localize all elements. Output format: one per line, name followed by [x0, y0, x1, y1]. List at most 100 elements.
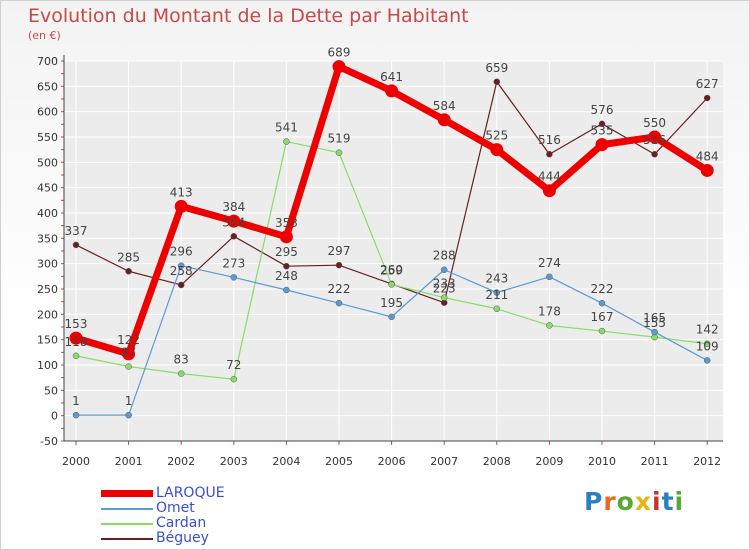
data-point-omet — [651, 328, 658, 336]
data-label-beguey: 295 — [275, 245, 298, 259]
data-point-cardan — [388, 281, 395, 288]
x-tick-label: 2012 — [693, 455, 721, 468]
legend-swatch — [101, 490, 153, 497]
data-point-cardan — [72, 352, 80, 360]
data-label-omet: 222 — [328, 282, 351, 296]
x-tick-label: 2010 — [588, 455, 616, 468]
data-label-beguey: 627 — [696, 77, 719, 91]
data-point-omet — [177, 262, 185, 269]
data-label-omet: 243 — [485, 272, 508, 286]
data-point-beguey — [651, 150, 658, 158]
data-label-laroque: 353 — [275, 216, 298, 230]
data-label-cardan: 259 — [380, 263, 403, 277]
data-point-beguey — [546, 150, 553, 158]
data-point-laroque — [595, 138, 609, 152]
data-label-omet: 1 — [72, 394, 80, 408]
legend-item-beguey: Béguey — [101, 530, 301, 546]
legend-swatch — [101, 538, 153, 540]
data-point-omet — [388, 313, 395, 321]
data-label-omet: 273 — [222, 256, 245, 270]
x-tick-label: 2011 — [641, 455, 669, 468]
data-point-cardan — [703, 340, 711, 347]
x-tick-label: 2008 — [483, 455, 511, 468]
data-label-laroque: 525 — [485, 129, 508, 143]
data-point-laroque — [437, 113, 451, 127]
data-label-beguey: 260 — [380, 263, 403, 277]
axis-layer: -50 0 50 100 150 200 250 300 350 400 450 500 550 600 6… — [37, 55, 723, 468]
data-point-cardan — [283, 138, 290, 145]
data-point-omet — [598, 299, 606, 307]
data-label-beguey: 354 — [222, 215, 245, 229]
data-point-laroque — [69, 331, 83, 345]
data-label-laroque: 384 — [222, 200, 245, 214]
data-point-cardan — [598, 327, 606, 335]
data-point-cardan — [493, 305, 501, 313]
legend-item-cardan: Cardan — [101, 515, 301, 531]
data-point-omet — [283, 286, 290, 294]
logo-letter: r — [603, 487, 617, 516]
y-tick-label: 700 — [37, 55, 58, 68]
y-tick-label: 250 — [37, 283, 58, 296]
data-label-cardan: 233 — [433, 277, 456, 291]
legend-swatch — [101, 523, 153, 525]
data-label-laroque: 535 — [591, 124, 614, 138]
data-point-omet — [703, 357, 711, 364]
data-label-beguey: 516 — [538, 133, 561, 147]
y-tick-label: 350 — [37, 232, 58, 245]
data-label-laroque: 444 — [538, 170, 561, 184]
data-label-laroque: 122 — [117, 333, 140, 347]
data-point-beguey — [703, 94, 711, 102]
data-point-cardan — [230, 375, 238, 383]
data-point-cardan — [335, 149, 343, 156]
data-label-omet: 222 — [591, 282, 614, 296]
data-label-omet: 248 — [275, 269, 298, 283]
data-label-cardan: 178 — [538, 304, 561, 318]
data-point-laroque — [279, 230, 293, 244]
data-label-beguey: 576 — [591, 103, 614, 117]
legend-label: Cardan — [156, 515, 207, 531]
y-tick-label: 50 — [44, 384, 58, 397]
data-label-beguey: 223 — [433, 282, 456, 296]
logo-letter: i — [674, 487, 685, 516]
data-point-omet — [493, 289, 501, 296]
legend-swatch — [101, 508, 153, 510]
legend-label: Omet — [156, 500, 195, 516]
data-label-beguey: 258 — [170, 264, 193, 278]
data-point-cardan — [177, 370, 185, 377]
data-label-beguey: 337 — [65, 224, 88, 238]
data-point-laroque — [648, 130, 662, 144]
data-point-laroque — [700, 163, 714, 177]
y-tick-label: -50 — [40, 435, 58, 448]
data-label-omet: 288 — [433, 249, 456, 263]
data-point-beguey — [598, 120, 606, 128]
data-label-cardan: 118 — [65, 335, 88, 349]
proxiti-logo: Proxiti — [584, 487, 684, 516]
series-layer — [69, 60, 714, 419]
data-label-beguey: 516 — [643, 133, 666, 147]
data-point-beguey — [177, 281, 185, 289]
data-point-laroque — [542, 184, 556, 198]
data-point-beguey — [335, 261, 343, 269]
data-point-cardan — [546, 322, 553, 329]
x-tick-label: 2009 — [535, 455, 563, 468]
data-label-laroque: 413 — [170, 185, 193, 199]
label-layer: 337 285 258 354 295 297 260 223 659 516 576 516 627 1… — [65, 46, 719, 409]
data-label-laroque: 584 — [433, 99, 456, 113]
data-point-omet — [335, 299, 343, 307]
data-label-cardan: 211 — [485, 288, 508, 302]
y-tick-label: 300 — [37, 258, 58, 271]
data-point-beguey — [493, 78, 501, 86]
chart-subtitle: (en €) — [28, 29, 61, 42]
legend-item-laroque: LAROQUE — [101, 485, 301, 501]
grid-layer — [64, 60, 723, 442]
data-point-omet — [440, 266, 448, 273]
data-point-beguey — [283, 262, 290, 270]
y-tick-label: 550 — [37, 131, 58, 144]
data-label-cardan: 155 — [643, 316, 666, 330]
data-label-cardan: 167 — [591, 310, 614, 324]
data-point-cardan — [440, 294, 448, 301]
data-label-omet: 274 — [538, 256, 561, 270]
data-label-omet: 109 — [696, 339, 719, 353]
x-tick-label: 2002 — [167, 455, 195, 468]
